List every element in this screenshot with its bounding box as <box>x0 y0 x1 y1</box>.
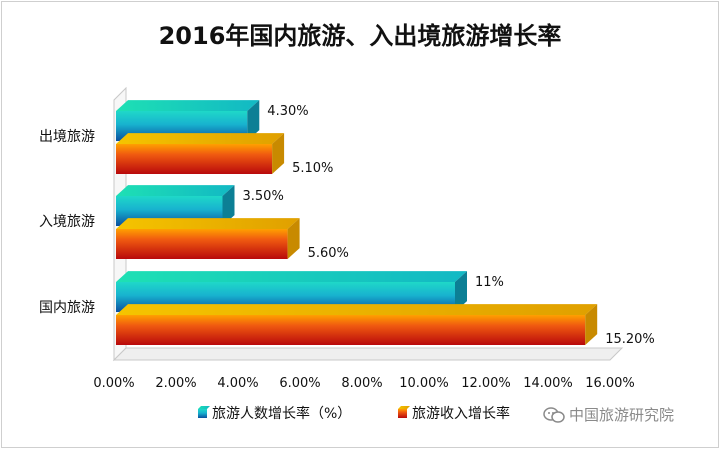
x-tick-label: 4.00% <box>217 376 258 391</box>
bar <box>116 229 288 259</box>
data-label: 15.20% <box>605 332 655 347</box>
bar-end-face <box>272 133 285 174</box>
bar-top-face <box>116 185 235 196</box>
category-label: 国内旅游 <box>39 300 95 316</box>
x-tick-label: 2.00% <box>155 376 196 391</box>
chart-title: 2016年国内旅游、入出境旅游增长率 <box>158 22 562 50</box>
bar-end-face <box>287 218 300 259</box>
bar-top-face <box>116 218 300 229</box>
legend-swatch-top <box>198 406 210 409</box>
data-label: 3.50% <box>243 189 284 204</box>
bar <box>116 315 586 345</box>
bar-top-face <box>116 100 260 111</box>
x-tick-label: 12.00% <box>461 376 511 391</box>
bar <box>116 144 273 174</box>
category-label: 入境旅游 <box>39 214 95 230</box>
bar-top-face <box>116 133 285 144</box>
wechat-icon <box>543 406 565 423</box>
x-tick-label: 0.00% <box>93 376 134 391</box>
watermark-text: 中国旅游研究院 <box>569 406 675 424</box>
bar-top-face <box>116 304 598 315</box>
category-label: 出境旅游 <box>39 129 95 145</box>
bar-end-face <box>222 185 235 226</box>
x-tick-label: 14.00% <box>523 376 573 391</box>
x-tick-label: 8.00% <box>341 376 382 391</box>
watermark: 中国旅游研究院 <box>543 404 674 425</box>
floor <box>112 347 624 361</box>
legend-swatch-top <box>398 406 410 409</box>
x-tick-label: 6.00% <box>279 376 320 391</box>
data-label: 5.10% <box>292 161 333 176</box>
data-label: 11% <box>475 275 504 290</box>
x-tick-label: 16.00% <box>585 376 635 391</box>
legend-label: 旅游收入增长率 <box>412 405 510 422</box>
legend-label: 旅游人数增长率（%） <box>212 405 351 422</box>
legend-swatch <box>398 409 407 418</box>
x-tick-label: 10.00% <box>399 376 449 391</box>
data-label: 5.60% <box>308 246 349 261</box>
legend-swatch <box>198 409 207 418</box>
data-label: 4.30% <box>267 104 308 119</box>
bar-end-face <box>247 100 260 141</box>
bar-end-face <box>585 304 598 345</box>
bar-top-face <box>116 271 467 282</box>
bar-end-face <box>455 271 467 312</box>
